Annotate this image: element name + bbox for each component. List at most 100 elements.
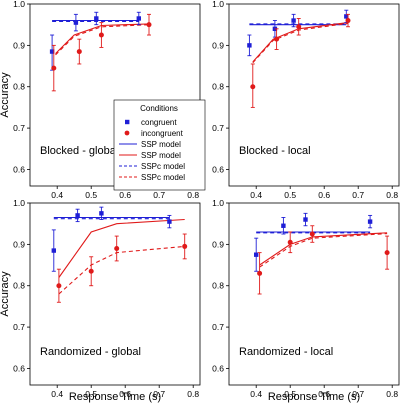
panel-title: Blocked - local [239, 145, 311, 157]
legend-label: SSP model [141, 140, 181, 149]
data-point [56, 283, 62, 289]
y-tick-label: 0.6 [212, 363, 224, 373]
model-line [259, 232, 388, 266]
data-point [182, 243, 188, 249]
y-tick-label: 1.0 [13, 198, 25, 208]
y-tick-label: 0.7 [212, 322, 224, 332]
y-tick-label: 0.7 [13, 322, 25, 332]
y-tick-label: 0.6 [212, 164, 224, 174]
x-tick-label: 0.8 [386, 190, 398, 200]
x-tick-label: 0.6 [119, 190, 131, 200]
panel-0: 0.4 0.5 0.6 0.7 0.8 0.6 0.7 0.8 0.9 1.0 Blocked - … [13, 0, 201, 200]
x-tick-label: 0.8 [187, 389, 199, 399]
x-tick-label: 0.4 [51, 389, 63, 399]
legend-box [113, 99, 206, 191]
legend-label: congruent [141, 118, 177, 127]
data-point [49, 49, 55, 54]
data-point [367, 219, 373, 224]
y-tick-label: 1.0 [212, 198, 224, 208]
panel-1: 0.4 0.5 0.6 0.7 0.8 0.6 0.7 0.8 0.9 1.0 Blocked - … [212, 0, 400, 200]
y-tick-label: 0.8 [13, 82, 25, 92]
panel-frame [228, 3, 400, 187]
model-line [55, 23, 150, 54]
data-point [51, 248, 56, 253]
data-point [76, 49, 82, 55]
data-point [51, 65, 57, 71]
data-point [250, 84, 256, 90]
y-tick-label: 0.7 [212, 123, 224, 133]
data-point [274, 36, 280, 42]
data-point [257, 270, 263, 276]
y-tick-label: 1.0 [212, 0, 224, 9]
data-point [73, 20, 79, 25]
data-point [254, 252, 259, 257]
y-tick-label: 0.9 [212, 40, 224, 50]
panel-title: Randomized - local [239, 346, 333, 358]
x-tick-label: 0.5 [284, 389, 296, 399]
y-tick-label: 0.8 [13, 281, 25, 291]
panel-2: 0.4 0.5 0.6 0.7 0.8 0.6 0.7 0.8 0.9 1.0 Randomized… [13, 198, 201, 399]
y-tick-label: 0.9 [212, 239, 224, 249]
data-point [344, 14, 349, 19]
x-tick-label: 0.8 [187, 190, 199, 200]
model-line [259, 233, 388, 268]
x-tick-label: 0.4 [250, 389, 262, 399]
data-point [303, 217, 308, 222]
x-tick-label: 0.6 [119, 389, 131, 399]
x-tick-label: 0.6 [318, 190, 330, 200]
model-line [58, 245, 185, 295]
model-line [252, 22, 349, 64]
model-line [252, 22, 349, 63]
x-tick-label: 0.4 [51, 190, 63, 200]
data-point [136, 16, 141, 21]
x-axis-label: Response Time (s) [268, 391, 360, 403]
y-tick-label: 1.0 [13, 0, 25, 9]
legend-swatch [125, 119, 130, 125]
y-tick-label: 0.8 [212, 281, 224, 291]
y-tick-label: 0.6 [13, 164, 25, 174]
x-tick-label: 0.4 [250, 190, 262, 200]
data-point [75, 213, 80, 218]
panel-3: 0.4 0.5 0.6 0.7 0.8 0.6 0.7 0.8 0.9 1.0 Randomized… [212, 198, 400, 399]
model-line [58, 218, 185, 278]
panel-title: Randomized - global [40, 346, 141, 358]
legend-title: Conditions [140, 104, 178, 113]
data-point [345, 18, 351, 24]
x-tick-label: 0.7 [352, 389, 364, 399]
legend-label: SSPc model [141, 173, 185, 182]
legend-swatch [124, 130, 130, 136]
panel-frame [228, 202, 400, 386]
x-tick-label: 0.7 [153, 190, 165, 200]
data-point [146, 22, 152, 28]
data-point [281, 223, 286, 228]
x-tick-label: 0.7 [153, 389, 165, 399]
data-point [309, 231, 315, 237]
x-tick-label: 0.5 [85, 389, 97, 399]
x-tick-label: 0.6 [318, 389, 330, 399]
y-tick-label: 0.9 [13, 40, 25, 50]
data-point [98, 32, 104, 38]
x-tick-label: 0.7 [352, 190, 364, 200]
data-point [287, 239, 293, 245]
data-point [291, 18, 296, 23]
x-tick-label: 0.5 [85, 190, 97, 200]
data-point [247, 43, 252, 48]
legend-label: incongruent [141, 129, 184, 138]
panel-frame [29, 202, 201, 386]
panel-title: Blocked - global [40, 145, 118, 157]
data-point [384, 250, 390, 256]
x-tick-label: 0.5 [284, 190, 296, 200]
x-axis-label: Response Time (s) [69, 391, 161, 403]
x-tick-label: 0.8 [386, 389, 398, 399]
y-tick-label: 0.9 [13, 239, 25, 249]
data-point [88, 268, 94, 274]
data-point [114, 246, 120, 251]
data-point [296, 24, 302, 30]
legend: Conditions congruent incongruent SSP model S… [113, 99, 206, 191]
y-tick-label: 0.7 [13, 123, 25, 133]
y-tick-label: 0.6 [13, 363, 25, 373]
data-point [167, 219, 172, 224]
legend-label: SSPc model [141, 162, 185, 171]
y-axis-label: Accuracy [0, 271, 11, 317]
